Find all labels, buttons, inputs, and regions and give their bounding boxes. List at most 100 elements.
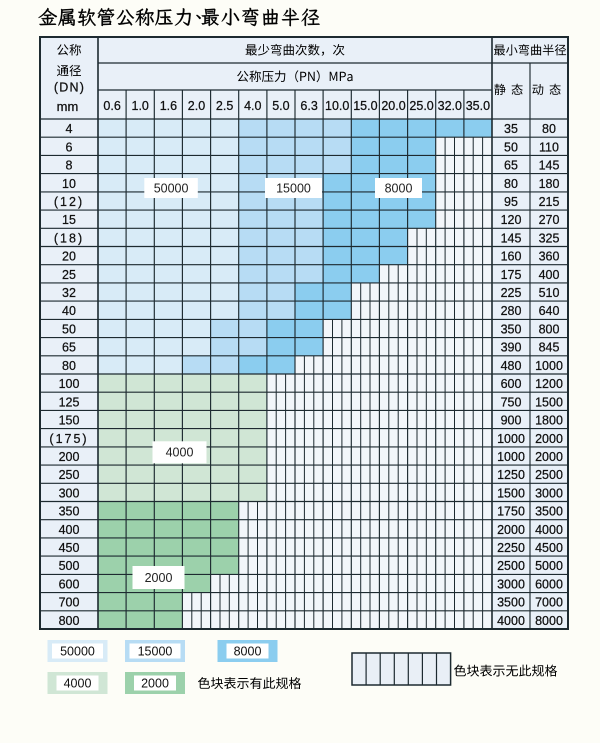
svg-text:2000: 2000 — [497, 523, 525, 537]
svg-text:2000: 2000 — [535, 432, 563, 446]
svg-text:160: 160 — [501, 250, 522, 264]
svg-text:270: 270 — [539, 213, 560, 227]
svg-text:1200: 1200 — [535, 377, 563, 391]
svg-text:1750: 1750 — [497, 505, 525, 519]
svg-text:1.6: 1.6 — [160, 99, 177, 113]
svg-text:145: 145 — [539, 159, 560, 173]
svg-text:600: 600 — [59, 578, 80, 592]
svg-text:25: 25 — [62, 268, 76, 282]
svg-text:2.5: 2.5 — [216, 99, 233, 113]
svg-text:(12): (12) — [54, 195, 84, 209]
svg-text:2250: 2250 — [497, 541, 525, 555]
svg-text:1000: 1000 — [497, 450, 525, 464]
svg-text:80: 80 — [62, 359, 76, 373]
svg-text:15.0: 15.0 — [353, 99, 377, 113]
svg-text:(18): (18) — [54, 231, 84, 245]
svg-text:(DN): (DN) — [54, 81, 85, 95]
svg-text:8000: 8000 — [535, 614, 563, 628]
svg-text:250: 250 — [59, 468, 80, 482]
svg-text:32: 32 — [62, 286, 76, 300]
svg-text:4000: 4000 — [535, 523, 563, 537]
svg-text:175: 175 — [501, 268, 522, 282]
svg-text:8000: 8000 — [385, 181, 413, 195]
svg-text:640: 640 — [539, 304, 560, 318]
svg-text:400: 400 — [539, 268, 560, 282]
svg-text:0.6: 0.6 — [103, 99, 120, 113]
svg-text:50: 50 — [62, 323, 76, 337]
svg-text:510: 510 — [539, 286, 560, 300]
svg-text:110: 110 — [539, 140, 559, 154]
svg-text:1250: 1250 — [497, 468, 525, 482]
svg-text:325: 325 — [539, 231, 560, 245]
svg-text:450: 450 — [59, 541, 80, 555]
svg-text:1.0: 1.0 — [132, 99, 149, 113]
svg-text:3000: 3000 — [497, 578, 525, 592]
svg-text:6.3: 6.3 — [300, 99, 317, 113]
svg-text:32.0: 32.0 — [438, 99, 462, 113]
svg-text:10: 10 — [62, 177, 76, 191]
svg-text:100: 100 — [59, 377, 80, 391]
svg-text:4000: 4000 — [497, 614, 525, 628]
svg-text:20.0: 20.0 — [381, 99, 405, 113]
svg-text:350: 350 — [59, 505, 80, 519]
svg-text:2500: 2500 — [535, 468, 563, 482]
svg-text:8: 8 — [66, 159, 73, 173]
svg-text:15000: 15000 — [138, 644, 173, 658]
svg-text:3500: 3500 — [497, 596, 525, 610]
svg-text:600: 600 — [501, 377, 522, 391]
svg-text:3000: 3000 — [535, 486, 563, 500]
svg-text:(175): (175) — [49, 432, 88, 446]
svg-text:1500: 1500 — [497, 486, 525, 500]
svg-text:300: 300 — [59, 486, 80, 500]
svg-text:900: 900 — [501, 414, 522, 428]
svg-text:1800: 1800 — [535, 414, 563, 428]
svg-text:800: 800 — [539, 323, 560, 337]
svg-text:15: 15 — [62, 213, 76, 227]
svg-text:6: 6 — [66, 140, 73, 154]
svg-text:95: 95 — [504, 195, 518, 209]
svg-text:4: 4 — [66, 122, 73, 136]
svg-text:35.0: 35.0 — [466, 99, 490, 113]
svg-text:215: 215 — [539, 195, 560, 209]
svg-text:180: 180 — [539, 177, 560, 191]
svg-text:50: 50 — [504, 140, 518, 154]
svg-text:15000: 15000 — [276, 181, 311, 195]
svg-text:150: 150 — [59, 414, 80, 428]
svg-text:65: 65 — [504, 159, 518, 173]
svg-text:mm: mm — [57, 99, 79, 114]
svg-text:2500: 2500 — [497, 559, 525, 573]
svg-text:8000: 8000 — [234, 644, 262, 658]
svg-text:480: 480 — [501, 359, 522, 373]
svg-text:1500: 1500 — [535, 395, 563, 409]
svg-text:200: 200 — [59, 450, 80, 464]
svg-text:5000: 5000 — [535, 559, 563, 573]
svg-text:700: 700 — [59, 596, 80, 610]
svg-text:50000: 50000 — [154, 181, 189, 195]
svg-text:845: 845 — [539, 341, 560, 355]
svg-text:390: 390 — [501, 341, 522, 355]
svg-text:4500: 4500 — [535, 541, 563, 555]
svg-text:225: 225 — [501, 286, 522, 300]
svg-text:5.0: 5.0 — [272, 99, 289, 113]
svg-text:2000: 2000 — [535, 450, 563, 464]
svg-text:40: 40 — [62, 304, 76, 318]
svg-text:65: 65 — [62, 341, 76, 355]
svg-text:800: 800 — [59, 614, 80, 628]
svg-text:120: 120 — [501, 213, 522, 227]
svg-text:6000: 6000 — [535, 578, 563, 592]
svg-text:4.0: 4.0 — [244, 99, 261, 113]
svg-text:1000: 1000 — [497, 432, 525, 446]
svg-text:500: 500 — [59, 559, 80, 573]
svg-text:10.0: 10.0 — [325, 99, 349, 113]
svg-text:2000: 2000 — [141, 676, 169, 690]
svg-text:80: 80 — [542, 122, 556, 136]
svg-text:7000: 7000 — [535, 596, 563, 610]
svg-text:80: 80 — [504, 177, 518, 191]
svg-text:4000: 4000 — [64, 676, 92, 690]
svg-text:25.0: 25.0 — [409, 99, 433, 113]
svg-text:50000: 50000 — [60, 644, 95, 658]
svg-text:2.0: 2.0 — [188, 99, 205, 113]
svg-text:35: 35 — [504, 122, 518, 136]
svg-text:145: 145 — [501, 231, 522, 245]
svg-text:2000: 2000 — [145, 571, 173, 585]
